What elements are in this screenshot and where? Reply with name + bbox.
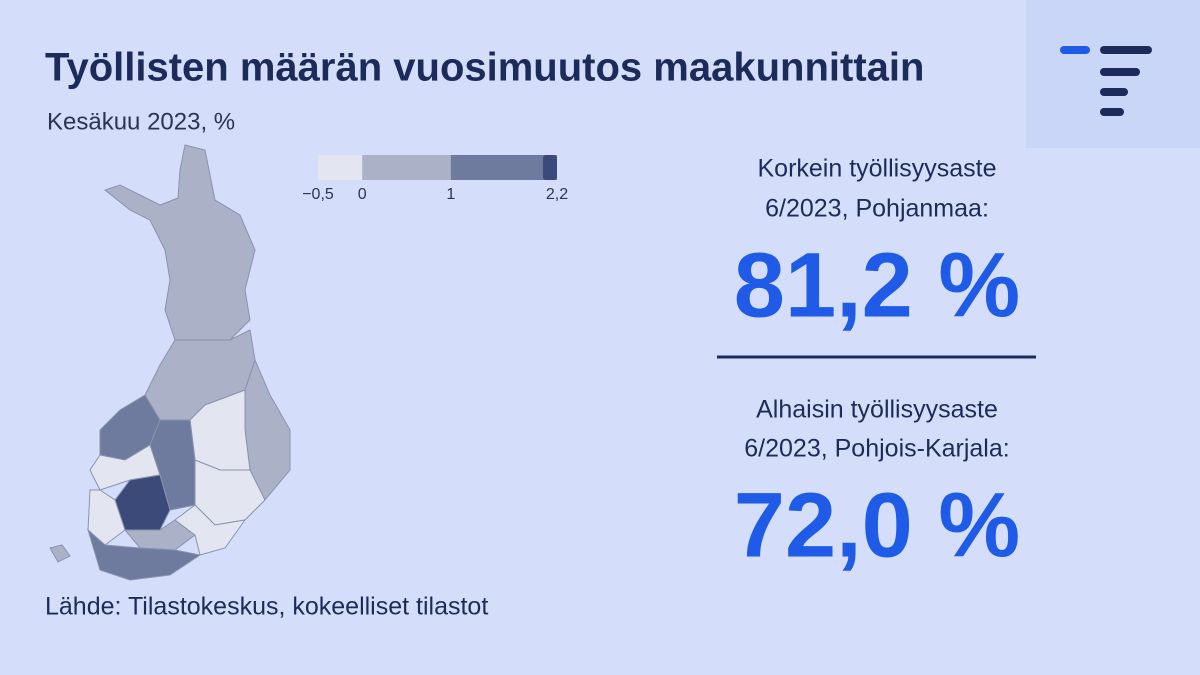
logo (1026, 0, 1200, 148)
title: Työllisten määrän vuosimuutos maakunnitt… (45, 46, 924, 90)
lowest-value: 72,0 % (734, 474, 1020, 576)
legend: −0,5 0 1 2,2 (302, 155, 568, 203)
lowest-label: 6/2023, Pohjois-Karjala: (744, 435, 1009, 463)
legend-tick-label: −0,5 (302, 186, 334, 203)
map (49, 144, 291, 581)
legend-end (543, 155, 557, 180)
highest-label: 6/2023, Pohjanmaa: (765, 195, 989, 223)
legend-tick-label: 0 (358, 186, 367, 203)
legend-tick-label: 2,2 (546, 186, 568, 203)
lowest-box: Alhaisin työllisyysaste 6/2023, Pohjois-… (734, 396, 1020, 577)
highest-value: 81,2 % (734, 234, 1020, 336)
legend-band (318, 155, 363, 180)
subtitle: Kesäkuu 2023, % (47, 108, 235, 135)
lowest-label: Alhaisin työllisyysaste (756, 396, 998, 424)
legend-band (450, 155, 557, 180)
highest-box: Korkein työllisyysaste 6/2023, Pohjanmaa… (734, 155, 1020, 337)
highest-label: Korkein työllisyysaste (758, 155, 997, 183)
legend-band (362, 155, 451, 180)
source: Lähde: Tilastokeskus, kokeelliset tilast… (45, 593, 488, 621)
legend-tick-label: 1 (446, 186, 455, 203)
